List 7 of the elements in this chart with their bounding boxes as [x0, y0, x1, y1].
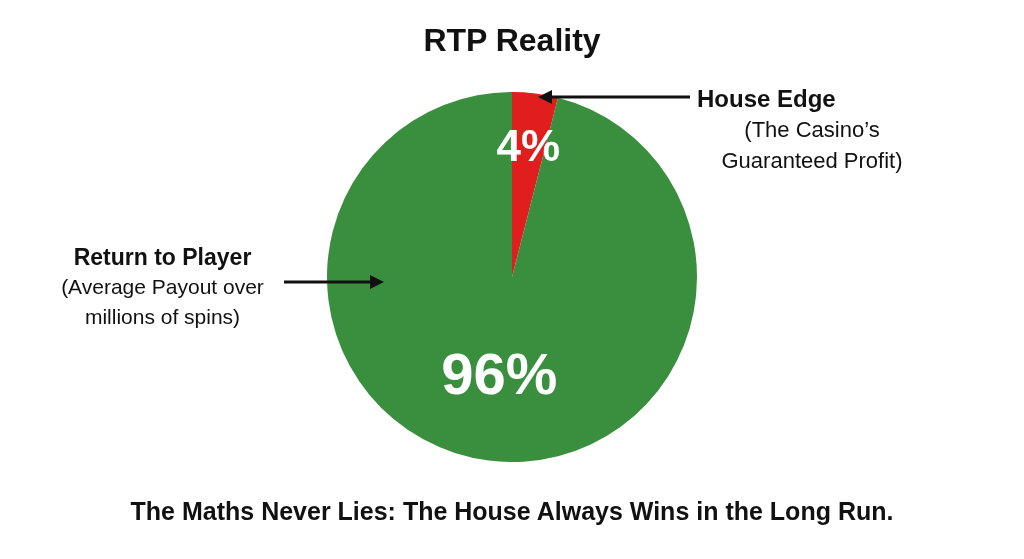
- slice-label: Return to Player: [72, 243, 253, 272]
- text: (Average Payout over millions of spins): [60, 274, 265, 330]
- slice-label: House Edge: [697, 84, 837, 114]
- data-label: 96%: [441, 340, 558, 406]
- text: The Maths Never Lies: The House Always Wins in the Long Run.: [129, 497, 895, 526]
- chart-title: RTP Reality: [422, 22, 602, 59]
- text: (The Casino’s Guaranteed Profit): [720, 116, 904, 175]
